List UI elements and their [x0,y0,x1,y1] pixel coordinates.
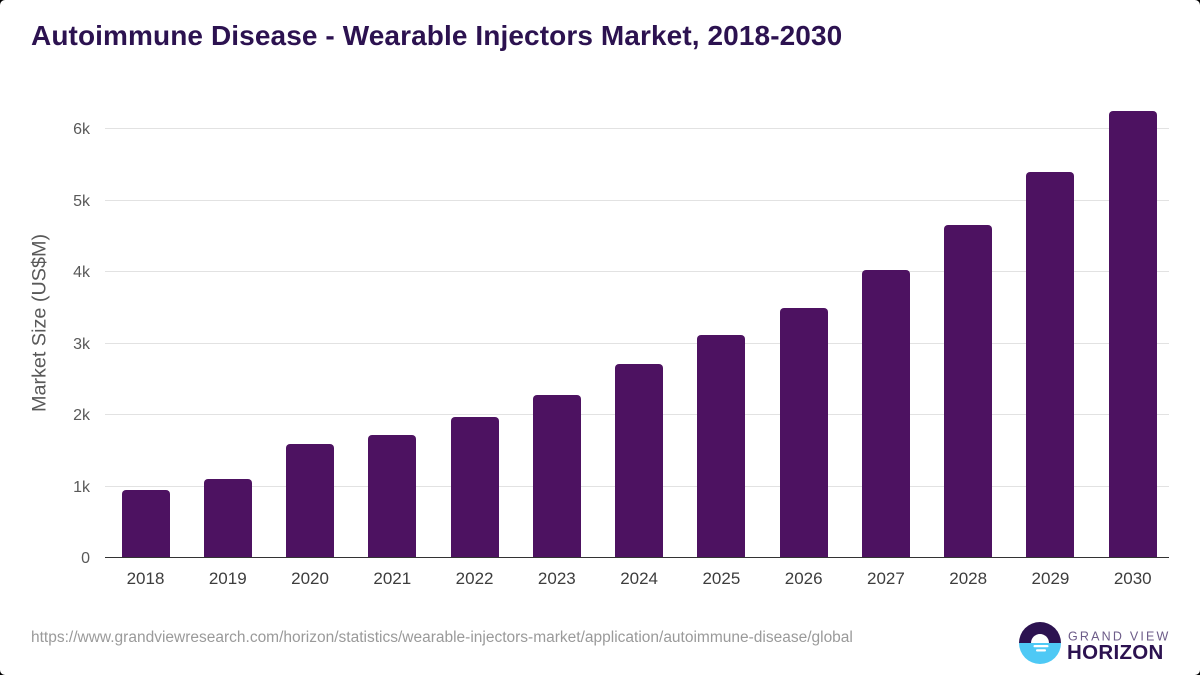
svg-text:HORIZON: HORIZON [1067,641,1164,664]
